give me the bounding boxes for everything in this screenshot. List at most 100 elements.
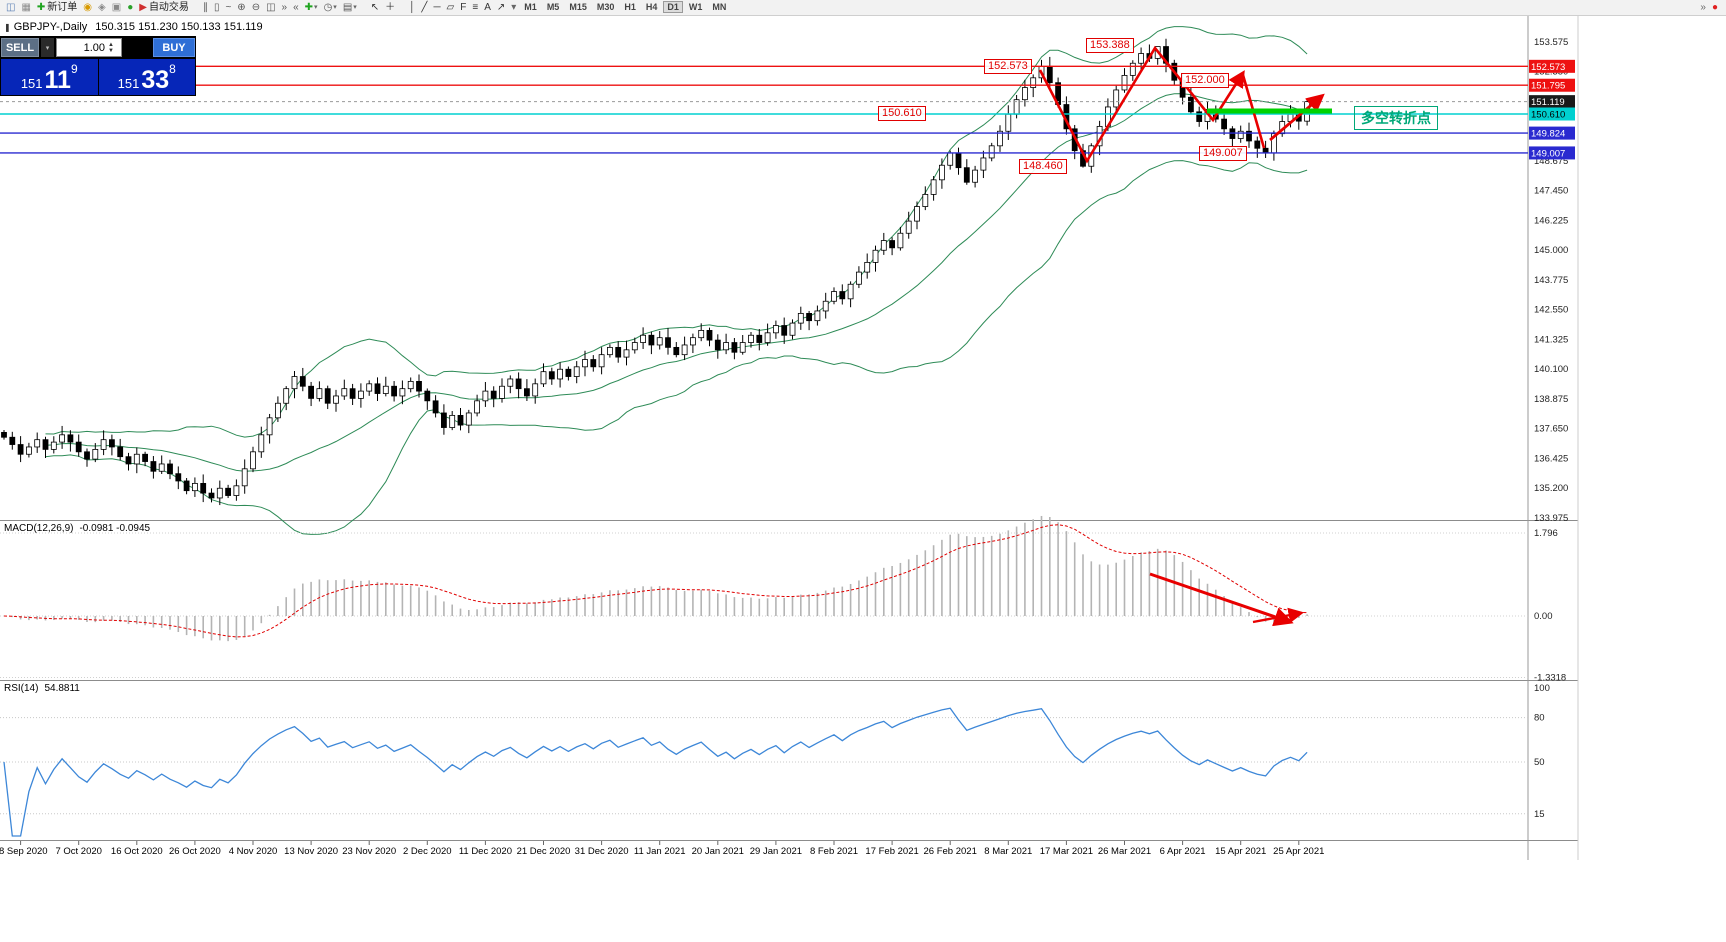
macd-pane: 1.796 0.00 -1.3318: [0, 515, 1566, 684]
candle-chart-type-icon[interactable]: ▯: [213, 1, 220, 13]
sell-price-display[interactable]: 151 11 9: [1, 59, 98, 95]
svg-text:147.450: 147.450: [1534, 186, 1568, 197]
svg-text:141.325: 141.325: [1534, 334, 1568, 345]
svg-text:133.975: 133.975: [1534, 513, 1568, 524]
buy-button[interactable]: BUY: [153, 38, 195, 57]
news-alert-icon[interactable]: ●: [1711, 2, 1718, 13]
svg-text:17 Mar 2021: 17 Mar 2021: [1040, 846, 1093, 857]
timeframe-H4[interactable]: H4: [645, 2, 658, 12]
rsi-indicator-label: RSI(14) 54.8811: [4, 683, 80, 694]
crosshair-tool-icon[interactable]: ＋: [385, 1, 396, 13]
zoom-in-icon[interactable]: ⊕: [237, 1, 246, 13]
price-annotation[interactable]: 152.573: [984, 59, 1032, 74]
svg-text:15: 15: [1534, 809, 1545, 820]
horizontal-line-tool-icon[interactable]: ─: [433, 1, 441, 13]
svg-text:23 Nov 2020: 23 Nov 2020: [342, 846, 396, 857]
volume-stepper[interactable]: ▲ ▼: [108, 41, 114, 54]
svg-text:142.550: 142.550: [1534, 305, 1568, 316]
fibonacci-tool-icon[interactable]: F: [460, 1, 467, 13]
svg-text:152.573: 152.573: [1531, 62, 1565, 73]
toolbar: ◫ ▦ ✚ 新订单 ◉ ◈ ▣ ● ▶ 自动交易 ∥ ▯ ~ ⊕ ⊖ ◫ » « ✚ ▾ ◷ ▾ ▤ ▾ ↖ ＋ │ ╱ ─ ▱ F ≡ A ↗ ▾…: [0, 0, 1726, 16]
svg-text:21 Dec 2020: 21 Dec 2020: [517, 846, 571, 857]
symbol-icon: ❚: [4, 22, 11, 32]
svg-text:17 Feb 2021: 17 Feb 2021: [865, 846, 918, 857]
price-annotation[interactable]: 148.460: [1019, 159, 1067, 174]
svg-text:140.100: 140.100: [1534, 364, 1568, 375]
timeframe-W1[interactable]: W1: [688, 2, 703, 12]
templates-icon[interactable]: ▤ ▾: [342, 1, 357, 13]
svg-text:26 Mar 2021: 26 Mar 2021: [1098, 846, 1151, 857]
line-chart-type-icon[interactable]: ~: [225, 1, 232, 13]
arrows-tool-icon[interactable]: ↗: [496, 1, 506, 13]
profiles-icon[interactable]: ▦: [21, 1, 31, 13]
svg-text:150.610: 150.610: [1531, 110, 1565, 121]
indicators-icon[interactable]: ✚ ▾: [304, 1, 318, 13]
svg-text:11 Jan 2021: 11 Jan 2021: [634, 846, 686, 857]
codebase-icon[interactable]: ▣: [111, 1, 122, 13]
price-annotation[interactable]: 152.000: [1181, 73, 1229, 88]
svg-text:1.796: 1.796: [1534, 528, 1558, 539]
timeframe-M30[interactable]: M30: [596, 2, 615, 12]
svg-text:28 Sep 2020: 28 Sep 2020: [0, 846, 48, 857]
chart-shift-icon[interactable]: «: [293, 1, 299, 13]
svg-text:7 Oct 2020: 7 Oct 2020: [55, 846, 101, 857]
svg-text:8 Feb 2021: 8 Feb 2021: [810, 846, 858, 857]
price-annotation[interactable]: 153.388: [1086, 38, 1134, 53]
svg-text:29 Jan 2021: 29 Jan 2021: [750, 846, 802, 857]
svg-text:13 Nov 2020: 13 Nov 2020: [284, 846, 338, 857]
trend-drawings[interactable]: [1038, 45, 1332, 164]
svg-text:6 Apr 2021: 6 Apr 2021: [1160, 846, 1206, 857]
alert-horn-icon[interactable]: ◉: [83, 1, 93, 13]
svg-text:16 Oct 2020: 16 Oct 2020: [111, 846, 163, 857]
signals-icon[interactable]: ●: [127, 1, 134, 13]
price-annotation[interactable]: 150.610: [878, 106, 926, 121]
shapes-tool-icon[interactable]: ≡: [472, 1, 479, 13]
turning-point-note[interactable]: 多空转折点: [1354, 106, 1438, 130]
svg-text:11 Dec 2020: 11 Dec 2020: [459, 846, 512, 857]
periods-icon[interactable]: ◷ ▾: [323, 1, 337, 13]
svg-text:4 Nov 2020: 4 Nov 2020: [229, 846, 278, 857]
buy-price-display[interactable]: 151 33 8: [98, 59, 195, 95]
symbol-label: GBPJPY-,Daily: [13, 21, 88, 33]
svg-text:80: 80: [1534, 713, 1545, 724]
timeframe-H1[interactable]: H1: [624, 2, 636, 12]
auto-scroll-icon[interactable]: »: [281, 1, 288, 13]
svg-text:148.675: 148.675: [1534, 156, 1568, 167]
ohlc-values: 150.315 151.230 150.133 151.119: [95, 21, 263, 33]
svg-text:26 Oct 2020: 26 Oct 2020: [169, 846, 221, 857]
channel-tool-icon[interactable]: ▱: [446, 1, 455, 13]
bar-chart-type-icon[interactable]: ∥: [202, 1, 208, 13]
volume-input[interactable]: [57, 41, 105, 54]
toolbar-overflow-icon[interactable]: »: [1700, 2, 1706, 13]
timeframe-M1[interactable]: M1: [524, 2, 537, 12]
cursor-tool-icon[interactable]: ↖: [370, 1, 380, 13]
svg-text:149.824: 149.824: [1531, 129, 1565, 140]
tile-windows-icon[interactable]: ◫: [266, 1, 276, 13]
timeframe-M5[interactable]: M5: [546, 2, 560, 12]
svg-text:149.007: 149.007: [1531, 148, 1565, 159]
pane-separators[interactable]: [0, 16, 1579, 860]
mql-market-icon[interactable]: ◈: [98, 1, 106, 13]
rsi-pane: 100 80 50 15: [0, 683, 1550, 837]
vertical-line-tool-icon[interactable]: │: [409, 1, 416, 13]
svg-text:15 Apr 2021: 15 Apr 2021: [1215, 846, 1266, 857]
candles-layer: [1, 38, 1310, 506]
trendline-tool-icon[interactable]: ╱: [421, 1, 428, 13]
price-annotation[interactable]: 149.007: [1199, 146, 1247, 161]
svg-text:0.00: 0.00: [1534, 611, 1553, 622]
new-chart-icon[interactable]: ◫: [6, 1, 16, 13]
sell-button[interactable]: SELL: [1, 38, 39, 57]
more-tools-dropdown[interactable]: ▾: [511, 1, 517, 13]
rsi-value: 54.8811: [44, 683, 80, 694]
svg-text:8 Mar 2021: 8 Mar 2021: [984, 846, 1032, 857]
new-order-button[interactable]: ✚ 新订单: [36, 1, 78, 13]
volume-dropdown-icon[interactable]: ▾: [41, 38, 54, 57]
price-levels[interactable]: 152.573 151.795 151.119 150.610 149.824 149.0…: [0, 59, 1575, 160]
timeframe-D1[interactable]: D1: [663, 1, 683, 13]
autotrade-button[interactable]: ▶ 自动交易: [139, 1, 189, 13]
timeframe-M15[interactable]: M15: [569, 2, 587, 12]
zoom-out-icon[interactable]: ⊖: [251, 1, 261, 13]
timeframe-MN[interactable]: MN: [712, 2, 727, 12]
text-tool-icon[interactable]: A: [484, 1, 491, 13]
